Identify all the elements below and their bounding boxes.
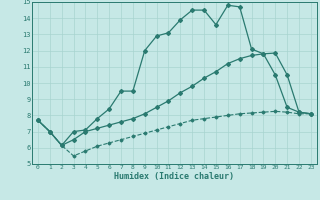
X-axis label: Humidex (Indice chaleur): Humidex (Indice chaleur) (115, 172, 234, 181)
